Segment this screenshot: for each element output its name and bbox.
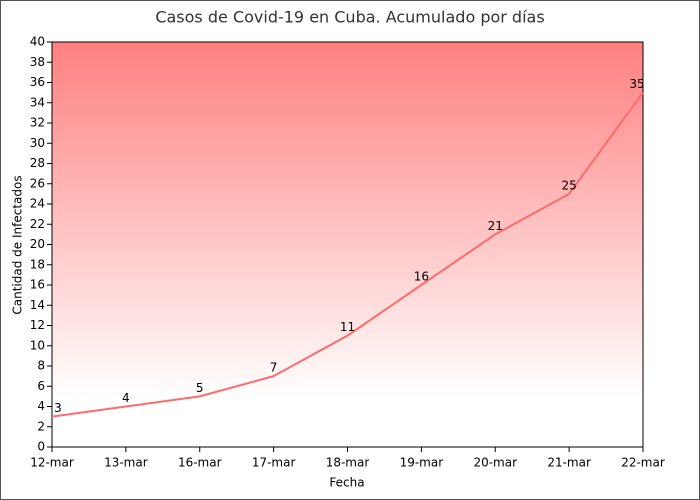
x-tick-label: 18-mar: [326, 456, 370, 470]
y-tick-label: 4: [37, 399, 45, 413]
y-tick-label: 26: [30, 176, 45, 190]
y-tick-label: 8: [37, 359, 45, 373]
x-tick-label: 20-mar: [473, 456, 517, 470]
data-label: 5: [196, 381, 204, 395]
y-tick-label: 28: [30, 156, 45, 170]
y-tick-label: 38: [30, 55, 45, 69]
y-tick-label: 0: [37, 440, 45, 454]
y-tick-label: 40: [30, 35, 45, 49]
y-tick-label: 12: [30, 318, 45, 332]
x-tick-label: 19-mar: [400, 456, 444, 470]
y-tick-label: 14: [30, 298, 45, 312]
data-label: 7: [270, 361, 278, 375]
data-label: 16: [414, 270, 429, 284]
y-tick-label: 10: [30, 338, 45, 352]
data-label: 25: [561, 178, 576, 192]
y-tick-label: 34: [30, 95, 45, 109]
chart-title: Casos de Covid-19 en Cuba. Acumulado por…: [155, 8, 544, 27]
x-axis-label: Fecha: [329, 476, 364, 490]
y-tick-label: 36: [30, 75, 45, 89]
y-tick-label: 2: [37, 419, 45, 433]
data-label: 35: [629, 77, 644, 91]
data-label: 21: [488, 219, 503, 233]
x-tick-label: 22-mar: [621, 456, 665, 470]
y-tick-label: 20: [30, 237, 45, 251]
line: [51, 92, 644, 418]
y-tick-label: 32: [30, 116, 45, 130]
data-label: 4: [122, 391, 130, 405]
x-tick-label: 16-mar: [178, 456, 222, 470]
plot-area: [51, 41, 644, 448]
x-tick-label: 21-mar: [547, 456, 591, 470]
y-tick-label: 24: [30, 197, 45, 211]
y-axis-label: Cantidad de Infectados: [11, 175, 25, 314]
y-tick-label: 22: [30, 217, 45, 231]
y-tick-label: 6: [37, 379, 45, 393]
y-tick-label: 16: [30, 278, 45, 292]
y-tick-label: 30: [30, 136, 45, 150]
x-tick-label: 17-mar: [252, 456, 296, 470]
y-tick-label: 18: [30, 257, 45, 271]
x-tick-label: 12-mar: [30, 456, 74, 470]
data-label: 11: [340, 320, 355, 334]
data-label: 3: [54, 401, 62, 415]
x-tick-label: 13-mar: [104, 456, 148, 470]
